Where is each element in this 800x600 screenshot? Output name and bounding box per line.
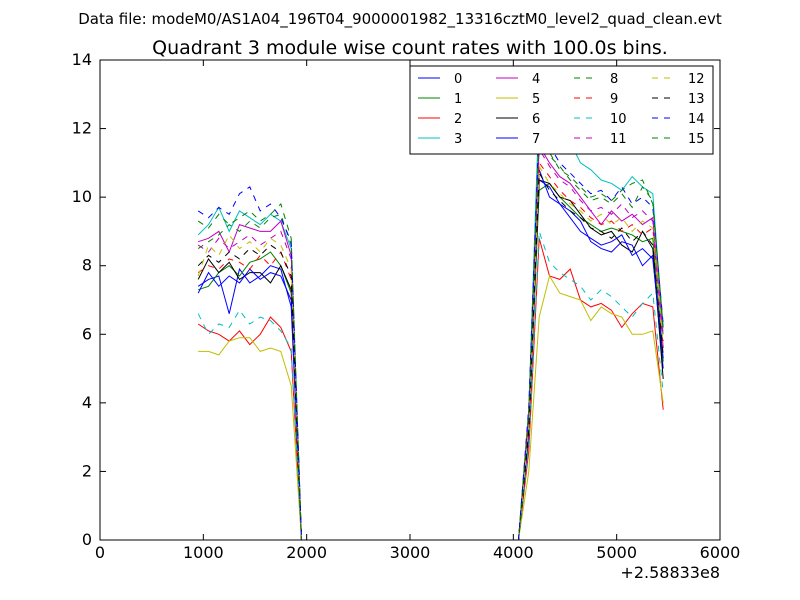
series-line-3: [197, 100, 664, 540]
y-tick-label: 2: [82, 461, 92, 480]
legend-label-8: 8: [610, 72, 618, 87]
legend-label-4: 4: [532, 72, 540, 87]
x-tick-label: 2000: [286, 543, 327, 562]
y-tick-label: 8: [82, 256, 92, 275]
legend-label-9: 9: [610, 92, 618, 107]
legend-label-1: 1: [454, 92, 462, 107]
series-line-7: [197, 169, 664, 540]
figure-suptitle: Data file: modeM0/AS1A04_196T04_90000019…: [78, 10, 722, 29]
x-tick-label: 1000: [183, 543, 224, 562]
y-tick-label: 14: [72, 50, 92, 69]
legend-label-2: 2: [454, 112, 462, 127]
legend-label-6: 6: [532, 112, 540, 127]
series-line-8: [197, 135, 664, 540]
series-line-13: [197, 171, 664, 540]
legend-label-0: 0: [454, 72, 462, 87]
legend-label-11: 11: [610, 132, 627, 147]
x-offset-label: +2.58833e8: [620, 563, 720, 582]
y-tick-label: 10: [72, 187, 92, 206]
series-line-5: [198, 274, 664, 540]
series-line-0: [197, 179, 664, 540]
x-tick-label: 3000: [390, 543, 431, 562]
series-line-9: [197, 161, 664, 540]
y-tick-label: 6: [82, 324, 92, 343]
legend-label-3: 3: [454, 132, 462, 147]
legend-label-7: 7: [532, 132, 540, 147]
series-line-14: [197, 121, 664, 540]
y-tick-label: 0: [82, 530, 92, 549]
legend-frame: [409, 65, 714, 155]
x-tick-label: 4000: [493, 543, 534, 562]
legend-label-10: 10: [610, 112, 627, 127]
series-line-12: [197, 164, 664, 540]
x-tick-label: 5000: [596, 543, 637, 562]
x-tick-label: 6000: [700, 543, 741, 562]
x-tick-label: 0: [95, 543, 105, 562]
chart-title: Quadrant 3 module wise count rates with …: [152, 37, 668, 59]
series-line-4: [198, 144, 664, 540]
y-tick-label: 12: [72, 119, 92, 138]
legend-label-13: 13: [688, 92, 705, 107]
series-line-15: [197, 128, 664, 540]
plot-area: [197, 100, 664, 540]
y-tick-label: 4: [82, 393, 92, 412]
legend-label-15: 15: [688, 132, 705, 147]
series-line-2: [197, 238, 664, 540]
legend-label-14: 14: [688, 112, 705, 127]
legend-label-5: 5: [532, 92, 540, 107]
legend-label-12: 12: [688, 72, 705, 87]
